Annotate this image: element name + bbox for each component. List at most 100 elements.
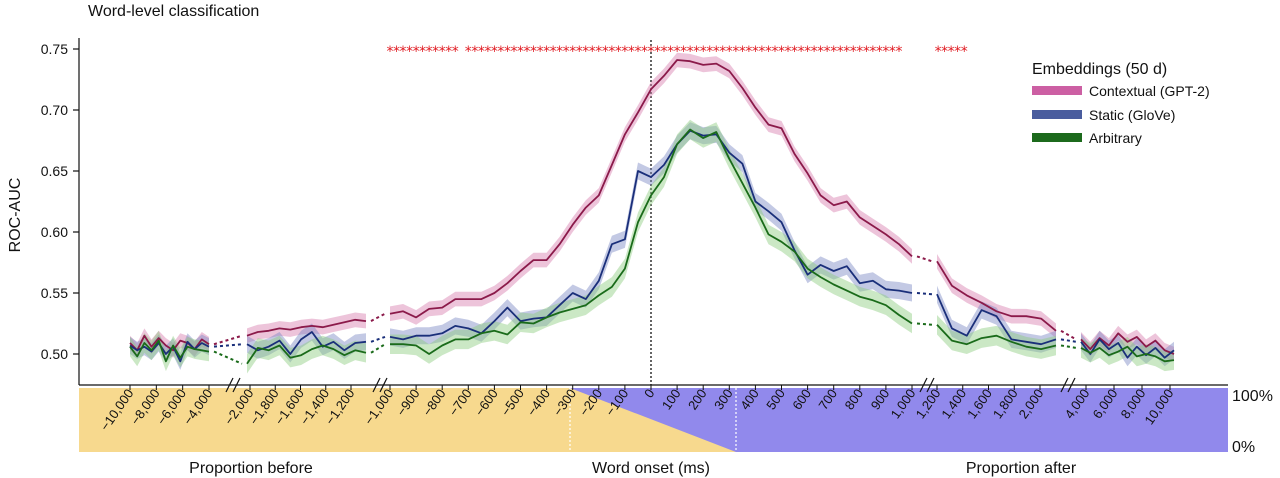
axis-break-b-1: [379, 377, 388, 393]
significance-star-22: *: [537, 44, 544, 60]
axis-break-a-2: [919, 377, 928, 393]
significance-star-65: *: [817, 44, 824, 60]
significance-star-6: *: [426, 44, 433, 60]
significance-star-60: *: [785, 44, 792, 60]
significance-star-69: *: [843, 44, 850, 60]
series-line-static-center: [389, 129, 913, 341]
proportion-band: [79, 388, 1228, 452]
axis-break-a-1: [372, 377, 381, 393]
significance-star-9: *: [445, 44, 452, 60]
significance-star-42: *: [667, 44, 674, 60]
significance-star-23: *: [543, 44, 550, 60]
significance-star-56: *: [758, 44, 765, 60]
significance-star-68: *: [837, 44, 844, 60]
significance-star-17: *: [504, 44, 511, 60]
band-label-100pct: 100%: [1232, 388, 1273, 405]
y-tick-label-4: 0.70: [41, 102, 68, 118]
significance-star-67: *: [830, 44, 837, 60]
significance-star-49: *: [713, 44, 720, 60]
axis-break-a-0: [225, 377, 234, 393]
significance-star-66: *: [824, 44, 831, 60]
significance-star-25: *: [556, 44, 563, 60]
significance-star-50: *: [719, 44, 726, 60]
significance-star-29: *: [582, 44, 589, 60]
significance-star-77: *: [895, 44, 902, 60]
significance-star-0: *: [387, 44, 394, 60]
band-after-fill: [736, 388, 1228, 452]
significance-star-71: *: [856, 44, 863, 60]
significance-star-31: *: [595, 44, 602, 60]
y-tick-label-5: 0.75: [41, 41, 68, 57]
significance-star-13: *: [478, 44, 485, 60]
chart-title: Word-level classification: [88, 3, 259, 20]
confidence-bands: [130, 52, 1174, 374]
significance-star-20: *: [524, 44, 531, 60]
series-connector-contextual-3: [1060, 329, 1077, 341]
significance-star-44: *: [680, 44, 687, 60]
significance-star-80: *: [948, 44, 955, 60]
ci-band-contextual-near-before: [247, 312, 366, 343]
significance-star-28: *: [576, 44, 583, 60]
series-line-arbitrary-near-after: [936, 324, 1057, 350]
significance-star-62: *: [798, 44, 805, 60]
series-line-arbitrary-center: [390, 128, 913, 355]
significance-star-35: *: [621, 44, 628, 60]
significance-star-8: *: [439, 44, 446, 60]
significance-star-47: *: [700, 44, 707, 60]
series-line-static-near-after: [936, 293, 1057, 346]
significance-star-55: *: [752, 44, 759, 60]
significance-star-48: *: [706, 44, 713, 60]
significance-star-70: *: [850, 44, 857, 60]
y-axis-title: ROC-AUC: [7, 178, 24, 253]
series-connector-arbitrary-2: [916, 322, 933, 326]
significance-star-36: *: [628, 44, 635, 60]
series-connector-contextual-0: [213, 334, 243, 346]
significance-star-59: *: [778, 44, 785, 60]
significance-star-33: *: [608, 44, 615, 60]
series-line-contextual-near-after: [936, 260, 1057, 332]
series-connector-contextual-2: [916, 255, 933, 263]
band-label-after: Proportion after: [966, 460, 1077, 477]
legend-label-arbitrary: Arbitrary: [1089, 130, 1142, 146]
significance-star-26: *: [563, 44, 570, 60]
series-connector-arbitrary-1: [370, 343, 386, 354]
significance-star-14: *: [484, 44, 491, 60]
significance-star-46: *: [693, 44, 700, 60]
band-label-0pct: 0%: [1232, 439, 1255, 456]
significance-star-37: *: [634, 44, 641, 60]
legend: Embeddings (50 d) Contextual (GPT-2) Sta…: [1032, 61, 1210, 146]
significance-star-81: *: [954, 44, 961, 60]
ci-band-static-near-before: [247, 323, 366, 363]
significance-star-38: *: [641, 44, 648, 60]
band-label-before: Proportion before: [189, 460, 313, 477]
significance-star-52: *: [732, 44, 739, 60]
significance-star-76: *: [889, 44, 896, 60]
series-connector-arbitrary-3: [1060, 344, 1077, 349]
legend-swatch-contextual: [1032, 86, 1082, 95]
y-tick-label-1: 0.55: [41, 285, 68, 301]
significance-star-41: *: [661, 44, 668, 60]
series-connector-static-0: [213, 343, 243, 348]
significance-star-54: *: [745, 44, 752, 60]
significance-star-73: *: [869, 44, 876, 60]
series-line-arbitrary-near-before: [246, 344, 367, 365]
series-line-contextual-center: [389, 59, 913, 319]
series-line-static-far-before: [129, 340, 210, 363]
axis-break-b-2: [926, 377, 935, 393]
axis-break-a-3: [1060, 377, 1069, 393]
significance-star-4: *: [413, 44, 420, 60]
significance-star-74: *: [876, 44, 883, 60]
series-connector-contextual-1: [370, 312, 386, 322]
series-connector-static-1: [370, 335, 386, 343]
significance-star-61: *: [791, 44, 798, 60]
series-connector-static-2: [916, 292, 933, 296]
significance-star-16: *: [497, 44, 504, 60]
significance-star-32: *: [602, 44, 609, 60]
significance-star-5: *: [419, 44, 426, 60]
significance-star-53: *: [739, 44, 746, 60]
significance-star-64: *: [811, 44, 818, 60]
series-lines: [129, 59, 1175, 365]
legend-title: Embeddings (50 d): [1032, 61, 1167, 78]
y-tick-label-0: 0.50: [41, 346, 68, 362]
